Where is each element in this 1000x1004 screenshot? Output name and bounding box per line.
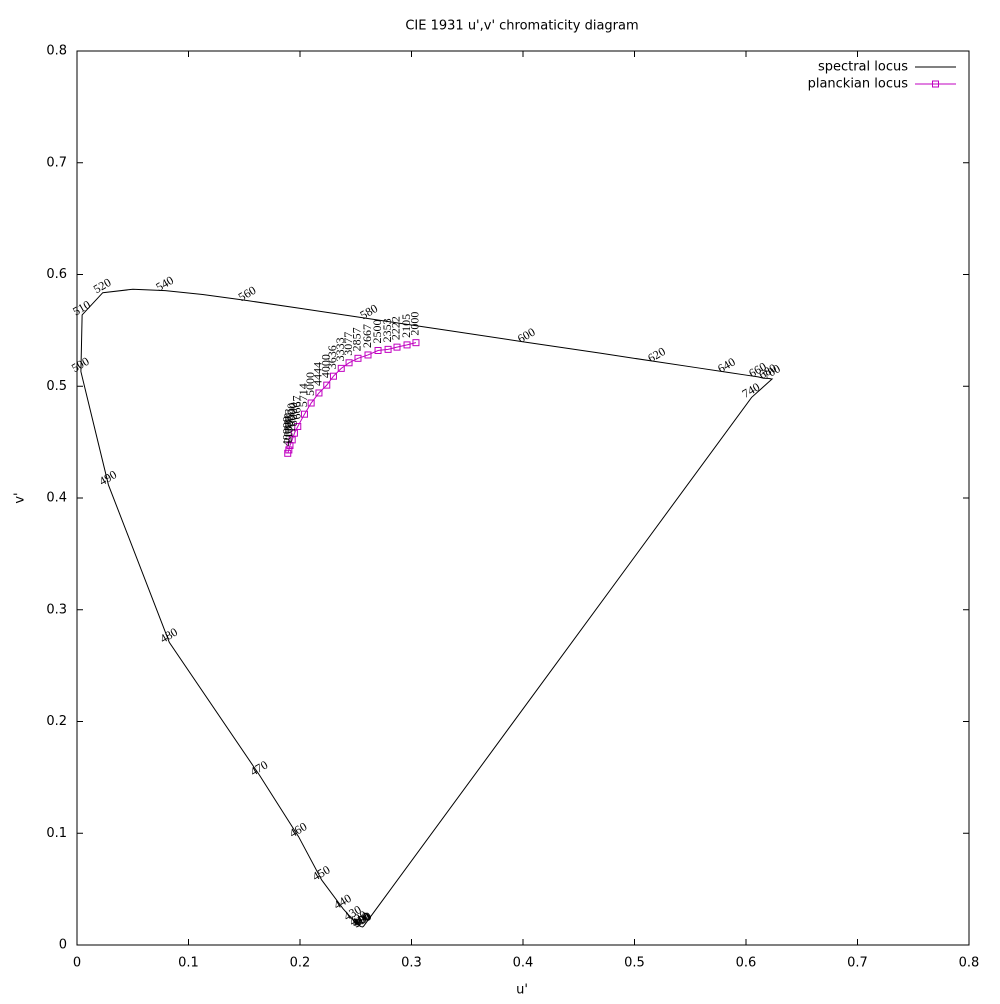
x-tick-label: 0.8 — [959, 956, 980, 971]
point-marker — [345, 359, 353, 367]
y-tick-label: 0.7 — [46, 155, 67, 170]
point-label: 2000 — [408, 312, 422, 336]
point-label: 5000 — [303, 372, 317, 396]
series-line — [80, 288, 774, 928]
point-marker — [384, 345, 392, 353]
y-tick-label: 0.8 — [46, 44, 67, 59]
point-label: 2500 — [370, 319, 384, 343]
x-tick-label: 0.4 — [513, 956, 534, 971]
point-marker — [403, 341, 411, 349]
point-marker — [412, 339, 420, 347]
point-label: 13333 — [282, 408, 296, 438]
point-marker — [286, 441, 294, 449]
x-tick-label: 0.7 — [847, 956, 868, 971]
x-tick-label: 0 — [73, 956, 81, 971]
y-tick-label: 0.3 — [46, 602, 67, 617]
point-label: 20000 — [281, 413, 295, 443]
series-line — [287, 342, 417, 454]
point-marker — [329, 372, 337, 380]
point-label: 6667 — [290, 395, 304, 419]
y-tick-label: 0 — [59, 938, 67, 953]
point-marker — [315, 389, 323, 397]
y-tick-label: 0.6 — [46, 267, 67, 282]
point-label: 2222 — [389, 316, 403, 340]
point-marker — [307, 399, 315, 407]
point-marker — [300, 410, 308, 418]
x-tick-label: 0.5 — [624, 956, 645, 971]
point-label: 8000 — [286, 402, 300, 426]
point-marker — [290, 429, 298, 437]
point-label: 2857 — [350, 327, 364, 351]
point-marker — [323, 381, 331, 389]
point-label: 2105 — [399, 314, 413, 338]
x-axis-label: u' — [516, 983, 528, 998]
x-tick-label: 0.6 — [736, 956, 757, 971]
legend-label: spectral locus — [818, 60, 908, 75]
point-marker — [364, 351, 372, 359]
point-marker — [374, 346, 382, 354]
point-label: 40000 — [279, 416, 293, 446]
y-axis-label: v' — [13, 492, 28, 503]
y-tick-label: 0.4 — [46, 491, 67, 506]
point-marker — [294, 422, 302, 430]
point-label: 3333 — [333, 337, 347, 361]
point-label: 4000 — [319, 354, 333, 378]
y-tick-label: 0.1 — [46, 826, 67, 841]
x-tick-label: 0.2 — [290, 956, 311, 971]
point-label: 10000 — [284, 403, 298, 433]
y-tick-label: 0.5 — [46, 379, 67, 394]
x-tick-label: 0.1 — [178, 956, 199, 971]
point-label: 3636 — [325, 345, 339, 369]
point-label: 3077 — [341, 332, 355, 356]
point-label: 4444 — [311, 362, 325, 386]
point-label: 2667 — [360, 324, 374, 348]
legend-label: planckian locus — [808, 77, 909, 92]
y-tick-label: 0.2 — [46, 714, 67, 729]
point-label: 2353 — [380, 318, 394, 342]
x-tick-label: 0.3 — [401, 956, 422, 971]
point-marker — [337, 364, 345, 372]
point-marker — [284, 449, 292, 457]
point-marker — [354, 354, 362, 362]
point-marker — [393, 343, 401, 351]
point-label: 5714 — [296, 383, 310, 407]
legend-marker — [932, 80, 939, 88]
chart-title: CIE 1931 u',v' chromaticity diagram — [405, 19, 638, 34]
